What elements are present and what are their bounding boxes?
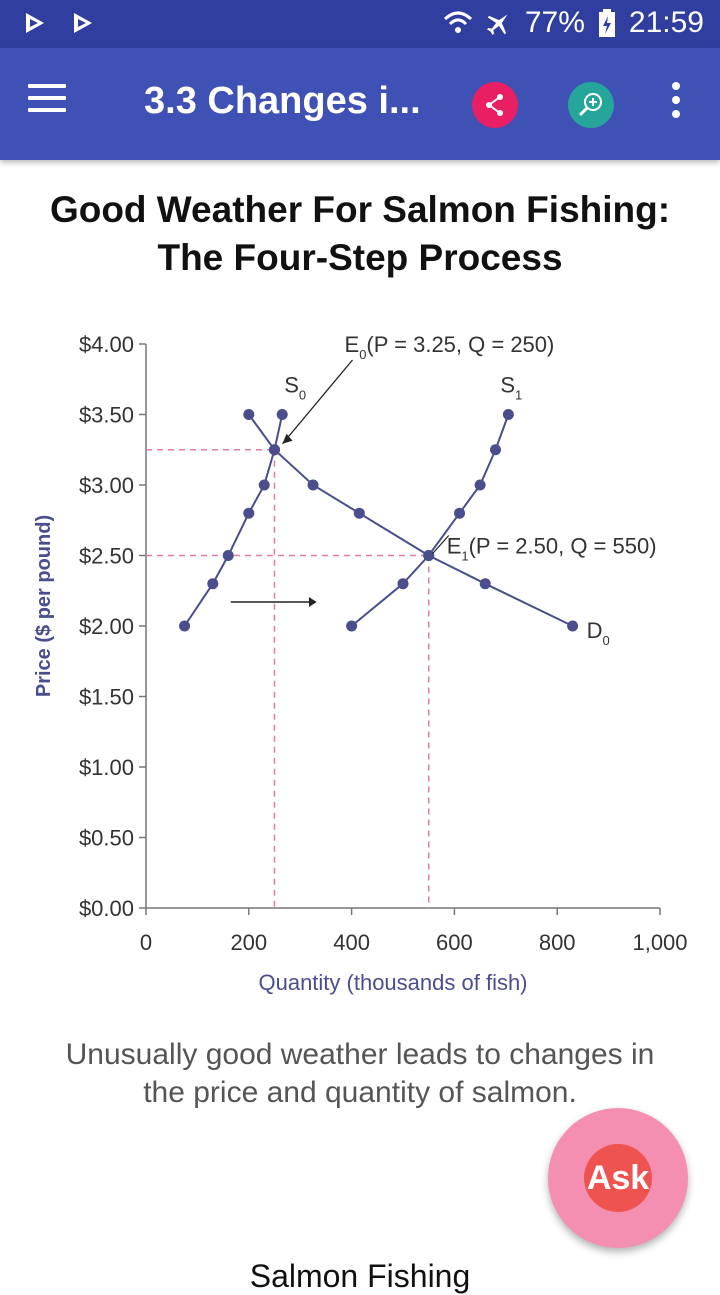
y-tick-label: $2.00 [79, 614, 134, 639]
status-bar: 77% 21:59 [0, 0, 720, 48]
wifi-icon [443, 11, 472, 33]
ask-button-label: Ask [584, 1144, 652, 1212]
x-tick-label: 0 [140, 930, 152, 955]
ask-button[interactable]: Ask [548, 1108, 688, 1248]
data-point-s1 [502, 409, 514, 420]
page-title: 3.3 Changes i... [144, 80, 421, 122]
heading-line-1: Good Weather For Salmon Fishing: [49, 189, 671, 230]
data-point-d0 [353, 507, 365, 519]
x-tick-label: 1,000 [632, 930, 687, 955]
data-point-s1 [346, 620, 358, 632]
caption-line-1: Unusually good weather leads to changes … [65, 1038, 655, 1071]
x-tick-label: 200 [230, 930, 267, 955]
data-point-s0 [243, 507, 255, 519]
article-heading: Good Weather For Salmon Fishing: The Fou… [0, 186, 720, 282]
battery-percent: 77% [524, 6, 585, 39]
data-point-d0 [479, 578, 491, 590]
x-tick-label: 600 [436, 930, 473, 955]
y-tick-label: $0.00 [79, 896, 134, 921]
y-axis-label: Price ($ per pound) [33, 515, 55, 697]
data-point-s0 [258, 479, 270, 491]
data-point-s1 [490, 444, 502, 456]
play-store-notification-icon [26, 13, 44, 33]
share-button[interactable] [472, 82, 518, 128]
data-point-s1 [454, 507, 466, 519]
x-tick-label: 800 [539, 930, 576, 955]
data-point-d0 [307, 479, 319, 491]
annotation-arrow-line [282, 359, 353, 445]
x-axis-label: Quantity (thousands of fish) [258, 970, 527, 995]
notification-icons [22, 10, 96, 36]
battery-charging-icon [598, 9, 615, 37]
annotation-arrowhead [282, 433, 293, 444]
y-tick-label: $1.00 [79, 755, 134, 780]
series-label: S0 [284, 373, 306, 403]
y-tick-label: $1.50 [79, 685, 134, 710]
series-label: D0 [587, 618, 610, 648]
shift-arrowhead [308, 597, 317, 608]
zoom-in-button[interactable] [568, 82, 614, 128]
y-tick-label: $2.50 [79, 544, 134, 569]
play-store-notification-icon [74, 13, 92, 33]
equilibrium-label: E1(P = 2.50, Q = 550) [447, 534, 657, 564]
x-tick-label: 400 [333, 930, 370, 955]
data-point-d0 [269, 444, 280, 456]
y-tick-label: $3.50 [79, 403, 134, 428]
annotation-leader-line [432, 535, 450, 554]
data-point-d0 [567, 620, 579, 632]
series-label: S1 [500, 373, 522, 403]
hamburger-menu-icon[interactable] [28, 84, 68, 124]
supply-demand-chart: $0.00 $0.50 $1.00 $1.50 $2.00 $2.50 $3.00 $3.50… [33, 332, 688, 995]
y-tick-label: $0.50 [79, 826, 134, 851]
section-heading: Salmon Fishing [249, 1258, 471, 1294]
y-tick-label: $3.00 [79, 473, 134, 498]
data-point-d0 [423, 550, 435, 561]
data-point-s0 [222, 550, 234, 561]
data-point-s0 [276, 409, 288, 420]
zoom-in-icon [578, 93, 602, 117]
app-bar: 3.3 Changes i... [0, 48, 720, 160]
data-point-s0 [207, 578, 219, 590]
more-options-icon[interactable] [664, 82, 688, 128]
share-icon [486, 94, 503, 116]
data-point-s1 [397, 578, 409, 590]
series-line-s0 [183, 414, 284, 627]
clock: 21:59 [628, 6, 704, 39]
figure-caption: Unusually good weather leads to changes … [0, 1036, 720, 1112]
data-point-s1 [474, 479, 486, 491]
y-tick-label: $4.00 [79, 332, 134, 357]
data-point-s0 [179, 620, 191, 632]
equilibrium-label: E0(P = 3.25, Q = 250) [345, 332, 555, 362]
data-point-d0 [243, 409, 255, 420]
airplane-mode-icon [486, 14, 508, 36]
series-line-s1 [350, 414, 510, 627]
series-line-d0 [247, 413, 574, 627]
caption-line-2: the price and quantity of salmon. [143, 1076, 577, 1109]
heading-line-2: The Four-Step Process [157, 237, 563, 278]
